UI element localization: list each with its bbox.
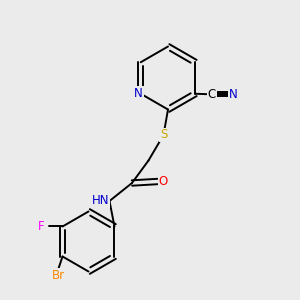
Text: O: O <box>159 175 168 188</box>
Text: F: F <box>38 220 44 233</box>
Text: N: N <box>229 88 238 101</box>
Text: C: C <box>208 88 216 100</box>
Text: N: N <box>134 87 143 100</box>
Text: Br: Br <box>52 269 64 282</box>
Text: S: S <box>160 128 167 142</box>
Text: HN: HN <box>92 194 110 207</box>
